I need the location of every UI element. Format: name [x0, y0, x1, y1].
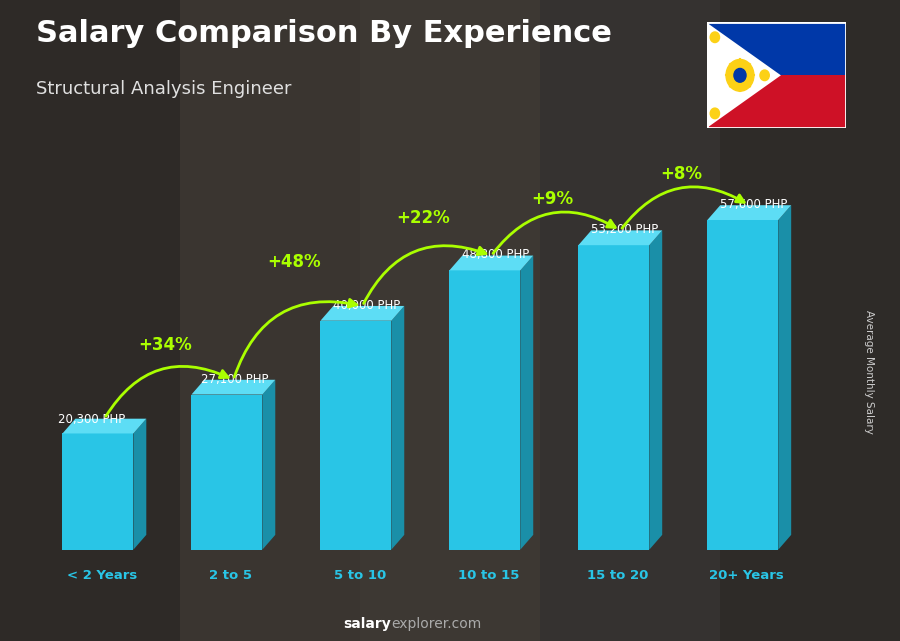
- FancyArrowPatch shape: [622, 187, 744, 228]
- Polygon shape: [320, 306, 404, 320]
- Circle shape: [710, 32, 719, 42]
- Text: salary: salary: [344, 617, 392, 631]
- Polygon shape: [707, 220, 778, 550]
- FancyArrowPatch shape: [364, 246, 486, 303]
- Polygon shape: [449, 271, 520, 550]
- Text: 40,000 PHP: 40,000 PHP: [333, 299, 400, 312]
- Text: +9%: +9%: [531, 190, 573, 208]
- Circle shape: [734, 69, 746, 82]
- Text: 20+ Years: 20+ Years: [709, 569, 784, 582]
- Text: 15 to 20: 15 to 20: [587, 569, 648, 582]
- Circle shape: [710, 108, 719, 119]
- Text: Average Monthly Salary: Average Monthly Salary: [863, 310, 874, 434]
- Text: +34%: +34%: [138, 336, 192, 354]
- Polygon shape: [192, 395, 263, 550]
- Text: +48%: +48%: [267, 253, 320, 271]
- Text: < 2 Years: < 2 Years: [67, 569, 137, 582]
- Text: 27,100 PHP: 27,100 PHP: [201, 372, 268, 386]
- Polygon shape: [579, 230, 662, 245]
- Polygon shape: [62, 433, 133, 550]
- Text: 48,800 PHP: 48,800 PHP: [462, 249, 529, 262]
- Polygon shape: [62, 419, 147, 433]
- Polygon shape: [133, 419, 147, 550]
- Text: 57,600 PHP: 57,600 PHP: [720, 198, 787, 211]
- FancyArrowPatch shape: [234, 299, 356, 377]
- Polygon shape: [778, 205, 791, 550]
- Text: explorer.com: explorer.com: [392, 617, 482, 631]
- Text: 20,300 PHP: 20,300 PHP: [58, 413, 125, 426]
- Polygon shape: [649, 230, 662, 550]
- Polygon shape: [706, 22, 781, 128]
- Bar: [706, 22, 846, 75]
- Polygon shape: [449, 256, 533, 271]
- Polygon shape: [320, 320, 392, 550]
- Polygon shape: [192, 379, 275, 395]
- Text: +8%: +8%: [660, 165, 702, 183]
- Text: Structural Analysis Engineer: Structural Analysis Engineer: [36, 80, 292, 98]
- Polygon shape: [520, 256, 533, 550]
- Polygon shape: [263, 379, 275, 550]
- Text: 53,200 PHP: 53,200 PHP: [590, 223, 658, 237]
- Text: Salary Comparison By Experience: Salary Comparison By Experience: [36, 19, 612, 48]
- FancyArrowPatch shape: [106, 367, 228, 416]
- Text: 5 to 10: 5 to 10: [334, 569, 386, 582]
- Circle shape: [726, 60, 754, 91]
- Text: 10 to 15: 10 to 15: [458, 569, 519, 582]
- Bar: [706, 75, 846, 128]
- Text: +22%: +22%: [396, 209, 450, 227]
- Text: 2 to 5: 2 to 5: [210, 569, 252, 582]
- FancyArrowPatch shape: [493, 212, 616, 253]
- Polygon shape: [392, 306, 404, 550]
- Polygon shape: [579, 245, 649, 550]
- Circle shape: [760, 70, 770, 81]
- Polygon shape: [707, 205, 791, 220]
